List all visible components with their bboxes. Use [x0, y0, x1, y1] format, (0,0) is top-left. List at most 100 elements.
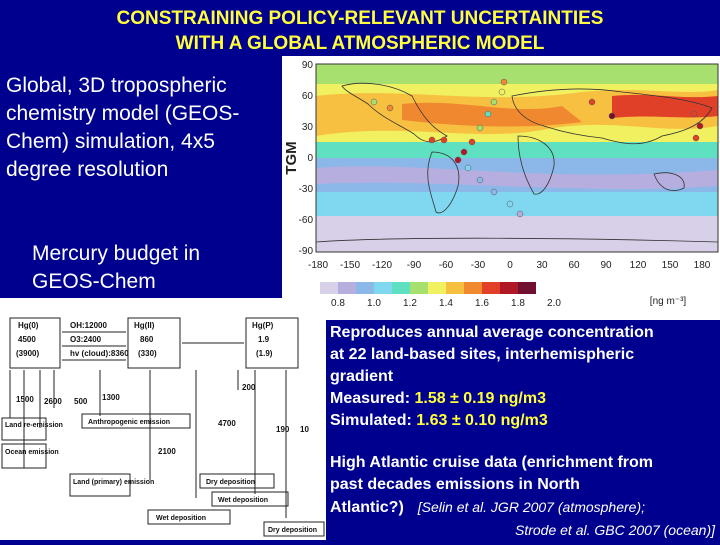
- hg0-box: [9, 317, 61, 369]
- flux-200: 200: [242, 383, 256, 392]
- map-x-tick: -60: [439, 260, 454, 271]
- reproduces-line-1: Reproduces annual average concentration: [330, 324, 654, 341]
- cruise-line-1: High Atlantic cruise data (enrichment fr…: [330, 454, 654, 471]
- cruise-line-3-row: Atlantic?) [Selin et al. JGR 2007 (atmosp…: [330, 496, 715, 519]
- hgp-value-alt: (1.9): [256, 349, 273, 358]
- colorbar-swatch: [374, 282, 392, 294]
- hg2-name: Hg(II): [134, 321, 155, 330]
- hg2-value: 860: [140, 335, 154, 344]
- map-y-tick: 60: [302, 91, 314, 102]
- colorbar-swatch: [518, 282, 536, 294]
- citation-1: [Selin et al. JGR 2007 (atmosphere);: [417, 499, 646, 515]
- map-y-tick: 90: [302, 60, 314, 71]
- hgp-name: Hg(P): [252, 321, 274, 330]
- colorbar-tick: 2.0: [547, 298, 561, 309]
- mercury-budget-diagram: Hg(0) 4500 (3900) Hg(II) 860 (330) Hg(P)…: [1, 317, 325, 537]
- map-y-tick: 30: [302, 122, 314, 133]
- cruise-line-3: Atlantic?): [330, 499, 404, 516]
- mercury-budget-panel: Hg(0) 4500 (3900) Hg(II) 860 (330) Hg(P)…: [0, 298, 326, 540]
- map-x-tick: -180: [308, 260, 328, 271]
- map-x-tick: 150: [662, 260, 679, 271]
- map-y-tick: -30: [299, 184, 314, 195]
- cruise-track: [370, 78, 704, 218]
- flux-500: 500: [74, 397, 88, 406]
- tgm-map-panel: TGM 90 60 30 0 -30 -60 -90 -180 -150 -12…: [282, 56, 720, 320]
- map-x-tick: -90: [407, 260, 422, 271]
- colorbar-tick: 1.6: [475, 298, 489, 309]
- colorbar-swatch: [464, 282, 482, 294]
- hgp-value: 1.9: [258, 335, 270, 344]
- flux-10: 10: [300, 425, 309, 434]
- citation-2: Strode et al. GBC 2007 (ocean)]: [515, 522, 715, 538]
- colorbar-tick: 0.8: [331, 298, 345, 309]
- dry-deposition-label-2: Dry deposition: [268, 527, 317, 534]
- title-line-1: CONSTRAINING POLICY-RELEVANT UNCERTAINTI…: [116, 8, 604, 29]
- hg2-value-alt: (330): [138, 349, 157, 358]
- colorbar-swatch: [320, 282, 338, 294]
- simulated-value: 1.63 ± 0.10 ng/m3: [416, 412, 548, 429]
- oh-flux: OH:12000: [70, 321, 107, 330]
- validation-text: Reproduces annual average concentration …: [330, 322, 654, 432]
- colorbar-swatch: [338, 282, 356, 294]
- cruise-line-2: past decades emissions in North: [330, 476, 580, 493]
- slide-title: CONSTRAINING POLICY-RELEVANT UNCERTAINTI…: [0, 6, 720, 56]
- wet-deposition-label-2: Wet deposition: [156, 515, 206, 522]
- flux-1500: 1500: [16, 395, 34, 404]
- measured-row: Measured: 1.58 ± 0.19 ng/m3: [330, 388, 654, 410]
- land-primary-emission-label: Land (primary) emission: [73, 479, 154, 486]
- cruise-text: High Atlantic cruise data (enrichment fr…: [330, 452, 715, 541]
- colorbar-tick: 1.2: [403, 298, 417, 309]
- map-x-tick: -30: [471, 260, 486, 271]
- colorbar-tick: 1.4: [439, 298, 453, 309]
- colorbar-swatch: [410, 282, 428, 294]
- dry-deposition-label: Dry deposition: [206, 479, 255, 486]
- colorbar-swatch: [500, 282, 518, 294]
- title-line-2: WITH A GLOBAL ATMOSPHERIC MODEL: [175, 33, 545, 54]
- hg0-value: 4500: [18, 335, 36, 344]
- map-y-tick: -90: [299, 246, 314, 257]
- colorbar-swatch: [356, 282, 374, 294]
- map-x-tick: 180: [694, 260, 711, 271]
- colorbar: [320, 282, 536, 294]
- map-y-tick: 0: [307, 153, 313, 164]
- flux-190: 190: [276, 425, 290, 434]
- reproduces-line-3: gradient: [330, 368, 394, 385]
- simulated-row: Simulated: 1.63 ± 0.10 ng/m3: [330, 410, 654, 432]
- hv-flux: hv (cloud):8360: [70, 349, 129, 358]
- map-x-tick: 60: [568, 260, 580, 271]
- reproduces-line-2: at 22 land-based sites, interhemispheric: [330, 346, 635, 363]
- measured-label: Measured:: [330, 390, 415, 407]
- tgm-map-figure: TGM 90 60 30 0 -30 -60 -90 -180 -150 -12…: [283, 60, 719, 309]
- map-x-tick: 0: [507, 260, 513, 271]
- map-x-tick: 90: [600, 260, 612, 271]
- o3-flux: O3:2400: [70, 335, 102, 344]
- hg0-value-alt: (3900): [16, 349, 39, 358]
- land-reemission-label: Land re-emission: [5, 422, 63, 429]
- map-x-tick: 120: [630, 260, 647, 271]
- map-y-axis-label: TGM: [283, 141, 300, 174]
- simulated-label: Simulated:: [330, 412, 417, 429]
- colorbar-swatch: [482, 282, 500, 294]
- map-x-tick: -150: [340, 260, 360, 271]
- budget-label: Mercury budget in GEOS-Chem: [32, 242, 201, 293]
- colorbar-tick: 1.8: [511, 298, 525, 309]
- flux-1300: 1300: [102, 393, 120, 402]
- colorbar-swatch: [428, 282, 446, 294]
- intro-text: Global, 3D tropospheric chemistry model …: [6, 74, 240, 181]
- flux-2100: 2100: [158, 447, 176, 456]
- flux-4700: 4700: [218, 419, 236, 428]
- flux-2600: 2600: [44, 397, 62, 406]
- map-x-tick: 30: [536, 260, 548, 271]
- colorbar-swatch: [392, 282, 410, 294]
- measured-value: 1.58 ± 0.19 ng/m3: [414, 390, 546, 407]
- anthropogenic-emission-label: Anthropogenic emission: [88, 419, 170, 426]
- wet-deposition-label: Wet deposition: [218, 497, 268, 504]
- concentration-field: [316, 64, 718, 252]
- colorbar-unit: [ng m⁻³]: [650, 296, 687, 307]
- hgp-box: [245, 317, 299, 369]
- hg0-name: Hg(0): [18, 321, 39, 330]
- colorbar-tick: 1.0: [367, 298, 381, 309]
- map-x-tick: -120: [372, 260, 392, 271]
- colorbar-swatch: [446, 282, 464, 294]
- map-y-tick: -60: [299, 215, 314, 226]
